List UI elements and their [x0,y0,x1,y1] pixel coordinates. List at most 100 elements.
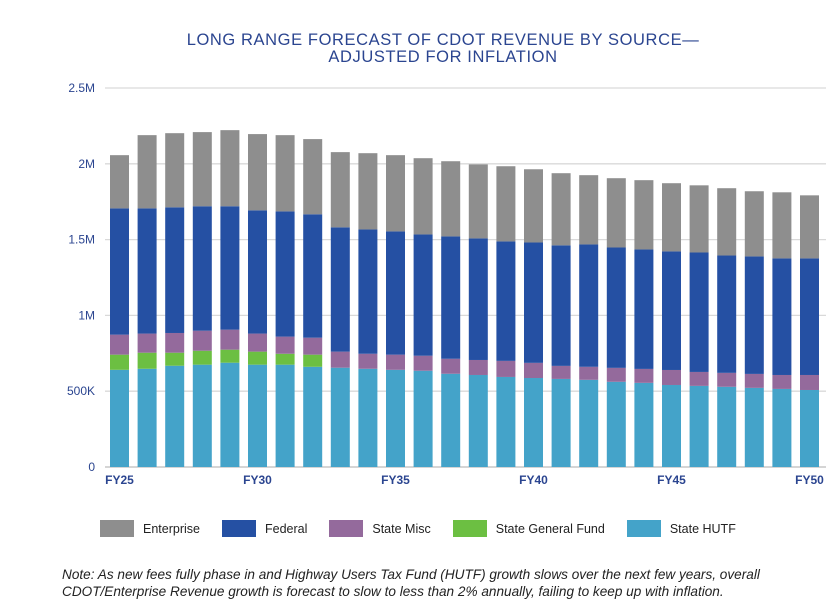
bar-segment-state-general-fund [110,354,129,370]
legend-label: State HUTF [669,521,736,536]
chart-title: LONG RANGE FORECAST OF CDOT REVENUE BY S… [0,32,834,66]
bar-segment-state-general-fund [220,349,240,363]
legend-label: Enterprise [143,521,200,536]
x-tick-label: FY50 [795,473,824,487]
bar-segment-state-misc [579,366,599,380]
bar-segment-state-misc [358,353,378,369]
bar-segment-federal [275,211,295,337]
bar-segment-state-hutf [496,376,516,467]
bar-segment-enterprise [275,135,295,212]
legend-item: State Misc [329,520,431,537]
bar-segment-federal [248,210,267,334]
bar-segment-state-misc [165,332,185,353]
bar-segment-state-hutf [386,369,405,467]
bar-segment-state-misc [386,354,405,370]
bar-segment-state-misc [551,365,571,379]
bar-segment-state-hutf [717,386,737,467]
bar-segment-state-general-fund [275,353,295,365]
bar-segment-federal [717,255,737,373]
legend-item: Enterprise [100,520,200,537]
legend-swatch [329,520,364,537]
bar-segment-federal [524,242,543,363]
x-tick-label: FY30 [243,473,272,487]
bar-segment-enterprise [413,158,433,235]
bar-segment-state-hutf [468,374,488,467]
bar-segment-state-misc [220,329,240,350]
bar-segment-state-misc [413,355,433,371]
bar-segment-state-hutf [551,378,571,467]
bar-segment-state-hutf [579,379,599,467]
bar-segment-state-misc [606,367,626,382]
bar-segment-federal [386,231,405,355]
bar-segment-state-hutf [110,369,129,467]
bar-segment-federal [800,258,819,375]
bar-segment-enterprise [744,191,764,257]
chart-title-line-2: ADJUSTED FOR INFLATION [328,48,558,66]
legend-swatch [100,520,134,537]
bar-segment-state-hutf [275,364,295,467]
bar-segment-state-hutf [662,384,681,467]
bar-segment-state-misc [496,360,516,377]
bar-segment-state-general-fund [303,354,323,367]
bar-segment-state-hutf [248,364,267,467]
bar-segment-enterprise [662,183,681,252]
bar-segment-state-hutf [137,368,157,467]
bar-segment-federal [413,234,433,356]
bar-segment-enterprise [386,155,405,232]
bar-segment-state-hutf [634,382,654,467]
bar-segment-state-misc [192,330,212,351]
bar-segment-state-hutf [192,364,212,467]
bar-segment-state-misc [303,337,323,355]
bar-segment-state-misc [248,333,267,352]
legend-item: State General Fund [452,520,605,537]
x-tick-label: FY40 [519,473,548,487]
bar-segment-enterprise [606,178,626,248]
bar-segment-federal [303,214,323,338]
bar-segment-state-general-fund [165,352,185,366]
bar-segment-federal [689,252,709,372]
bar-segment-enterprise [579,175,599,245]
bar-segment-state-hutf [689,385,709,467]
bar-segment-enterprise [468,164,488,239]
bar-segment-enterprise [330,152,350,228]
y-tick-label: 1.5M [68,233,95,247]
bar-segment-state-hutf [744,387,764,467]
bar-segment-federal [441,236,461,359]
bar-segment-federal [137,208,157,334]
bar-segment-state-misc [744,373,764,388]
y-tick-label: 500K [67,384,95,398]
stacked-bar-chart: 0 500K 1M 1.5M 2M 2.5M FY25 FY30 FY35 FY40 FY45 FY5… [67,81,826,487]
bar-segment-state-misc [662,369,681,385]
bar-segment-enterprise [717,188,737,256]
legend-swatch [221,520,256,537]
bar-segment-federal [772,258,792,375]
bar-segment-state-misc [137,333,157,353]
bar-segment-state-misc [330,351,350,368]
bar-segment-state-misc [524,362,543,379]
bar-segment-state-hutf [606,381,626,467]
legend-label: State General Fund [495,521,605,536]
bar-segment-state-hutf [441,373,461,467]
y-tick-label: 1M [78,308,95,322]
legend-item: Federal [221,520,308,537]
y-tick-label: 2M [78,157,95,171]
legend-label: Federal [264,521,308,536]
y-tick-label: 2.5M [68,81,95,95]
bar-segment-state-misc [110,334,129,355]
bar-segment-federal [551,245,571,366]
bar-segment-state-hutf [772,388,792,467]
bar-segment-state-hutf [524,378,543,467]
bar-segment-federal [220,206,240,330]
bar-segment-enterprise [634,180,654,250]
bar-segment-enterprise [220,130,240,207]
legend-swatch [452,520,487,537]
bar-segment-state-general-fund [192,350,212,365]
bar-segment-state-hutf [800,389,819,467]
bar-segment-enterprise [441,161,461,237]
bar-segment-state-misc [441,358,461,374]
x-tick-label: FY35 [381,473,410,487]
bar-segment-state-hutf [358,368,378,467]
y-tick-label: 0 [88,460,95,474]
bar-segment-federal [358,229,378,354]
bar-segment-federal [606,247,626,368]
